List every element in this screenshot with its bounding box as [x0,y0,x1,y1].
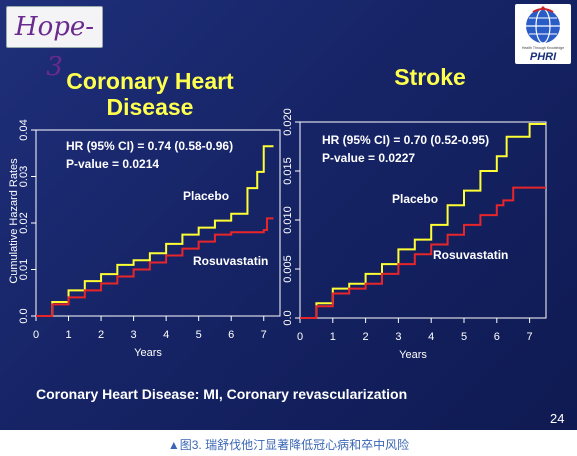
stroke-chart: 0 1 2 3 4 5 6 7 0.0 0.005 0.010 0.015 0.020 Years HR (… [282,108,546,361]
chd-y-tick-label: 0.02 [18,212,30,233]
stroke-x-tick-label: 3 [395,331,401,343]
chd-x-tick-label: 6 [228,329,234,341]
chd-rosuvastatin-label: Rosuvastatin [193,254,268,268]
chd-series-placebo [36,145,274,317]
phri-logo: Health Through Knowledge PHRI [515,4,571,64]
chd-x-tick-label: 5 [196,329,202,341]
chd-x-axis-label: Years [134,347,162,359]
slide: Hope-3 Health Through Knowledge PHRI Cor… [0,0,577,430]
chd-title-line1: Coronary Heart [66,68,234,94]
phri-text: PHRI [529,51,557,63]
globe-icon [526,6,560,44]
chd-title: Coronary Heart Disease [40,68,260,120]
chd-x-tick-label: 0 [33,329,39,341]
chd-p-value-annotation: P-value = 0.0214 [66,157,159,171]
chd-y-tick-label: 0.04 [18,119,30,140]
chd-title-line2: Disease [106,94,194,120]
stroke-x-tick-label: 4 [428,331,434,343]
chd-hr-annotation: HR (95% CI) = 0.74 (0.58-0.96) [66,139,233,153]
chd-x-tick-label: 3 [131,329,137,341]
chd-chart: 0 1 2 3 4 5 6 7 0.0 0.01 0.02 0.03 0.04 Years HR (95% … [18,119,274,359]
chd-x-tick-label: 2 [98,329,104,341]
phri-tagline: Health Through Knowledge [521,46,565,50]
page-number: 24 [550,411,565,426]
chd-series-rosuvastatin [36,217,274,317]
chd-x-tick-label: 4 [163,329,169,341]
stroke-title: Stroke [394,64,466,90]
chd-y-tick-label: 0.01 [18,259,30,280]
chd-y-tick-label: 0.03 [18,166,30,187]
chd-x-tick-label: 7 [261,329,267,341]
figure-caption: ▲图3. 瑞舒伐他汀显著降低冠心病和卒中风险 [167,438,410,452]
stroke-y-tick-label: 0.0 [282,310,294,325]
stroke-x-tick-label: 6 [494,331,500,343]
stroke-y-tick-label: 0.020 [282,108,294,136]
chd-y-tick-label: 0.0 [18,308,30,323]
stroke-x-tick-label: 5 [461,331,467,343]
stroke-y-tick-label: 0.015 [282,157,294,185]
stroke-x-tick-label: 1 [330,331,336,343]
stroke-x-tick-label: 0 [297,331,303,343]
footnote: Coronary Heart Disease: MI, Coronary rev… [36,386,408,402]
stroke-rosuvastatin-label: Rosuvastatin [433,248,508,262]
stroke-p-value-annotation: P-value = 0.0227 [322,151,415,165]
hope3-logo: Hope-3 [6,6,103,82]
stroke-x-tick-label: 2 [363,331,369,343]
stroke-x-tick-label: 7 [527,331,533,343]
stroke-hr-annotation: HR (95% CI) = 0.70 (0.52-0.95) [322,133,489,147]
stroke-y-tick-label: 0.005 [282,255,294,283]
stroke-y-tick-label: 0.010 [282,206,294,234]
chd-x-tick-label: 1 [65,329,71,341]
stroke-series-rosuvastatin [300,186,546,319]
stroke-x-axis-label: Years [399,349,427,361]
chd-placebo-label: Placebo [183,189,229,203]
stroke-placebo-label: Placebo [392,192,438,206]
